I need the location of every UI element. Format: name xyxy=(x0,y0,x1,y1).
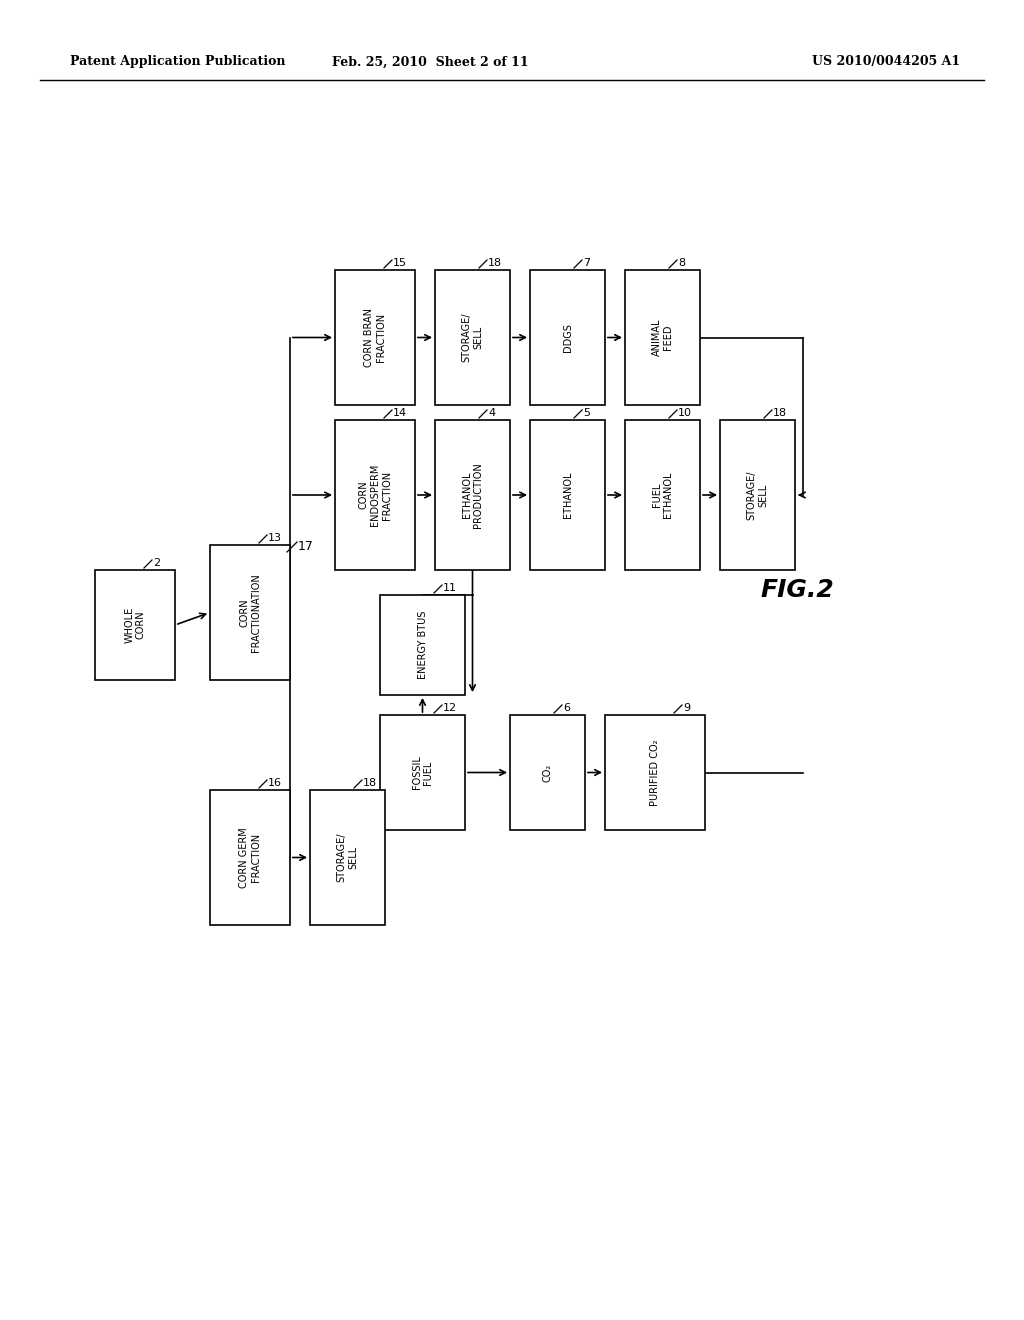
Bar xyxy=(720,420,795,570)
Text: Feb. 25, 2010  Sheet 2 of 11: Feb. 25, 2010 Sheet 2 of 11 xyxy=(332,55,528,69)
Bar xyxy=(380,595,465,696)
Text: 18: 18 xyxy=(773,408,787,418)
Bar xyxy=(510,715,585,830)
Text: ENERGY BTUS: ENERGY BTUS xyxy=(418,611,427,680)
Text: 5: 5 xyxy=(583,408,590,418)
Bar xyxy=(310,789,385,925)
Bar xyxy=(530,420,605,570)
Text: DDGS: DDGS xyxy=(562,323,572,352)
Text: 18: 18 xyxy=(488,257,502,268)
Text: 11: 11 xyxy=(443,583,457,593)
Text: FOSSIL
FUEL: FOSSIL FUEL xyxy=(412,755,433,789)
Bar xyxy=(380,715,465,830)
Text: STORAGE/
SELL: STORAGE/ SELL xyxy=(337,833,358,882)
Text: FUEL
ETHANOL: FUEL ETHANOL xyxy=(651,471,674,519)
Text: ETHANOL
PRODUCTION: ETHANOL PRODUCTION xyxy=(462,462,483,528)
Text: US 2010/0044205 A1: US 2010/0044205 A1 xyxy=(812,55,961,69)
Text: CO₂: CO₂ xyxy=(543,763,553,781)
Bar xyxy=(605,715,705,830)
Text: 13: 13 xyxy=(268,533,282,543)
Text: 2: 2 xyxy=(153,558,160,568)
Bar xyxy=(95,570,175,680)
Text: 4: 4 xyxy=(488,408,496,418)
Text: WHOLE
CORN: WHOLE CORN xyxy=(124,607,145,643)
Text: 17: 17 xyxy=(298,540,314,553)
Bar xyxy=(210,789,290,925)
Text: 12: 12 xyxy=(443,704,457,713)
Text: STORAGE/
SELL: STORAGE/ SELL xyxy=(746,470,768,520)
Text: 16: 16 xyxy=(268,777,282,788)
Text: Patent Application Publication: Patent Application Publication xyxy=(70,55,286,69)
Text: CORN
ENDOSPERM
FRACTION: CORN ENDOSPERM FRACTION xyxy=(358,463,391,527)
Bar xyxy=(435,271,510,405)
Bar xyxy=(210,545,290,680)
Bar xyxy=(435,420,510,570)
Bar xyxy=(335,420,415,570)
Bar xyxy=(530,271,605,405)
Text: 15: 15 xyxy=(393,257,407,268)
Text: CORN GERM
FRACTION: CORN GERM FRACTION xyxy=(240,828,261,888)
Text: 14: 14 xyxy=(393,408,408,418)
Text: STORAGE/
SELL: STORAGE/ SELL xyxy=(462,313,483,362)
Text: CORN BRAN
FRACTION: CORN BRAN FRACTION xyxy=(365,308,386,367)
Text: 9: 9 xyxy=(683,704,690,713)
Text: ETHANOL: ETHANOL xyxy=(562,471,572,519)
Text: 7: 7 xyxy=(583,257,590,268)
Text: 8: 8 xyxy=(678,257,685,268)
Text: FIG.2: FIG.2 xyxy=(760,578,834,602)
Text: 6: 6 xyxy=(563,704,570,713)
Text: 18: 18 xyxy=(362,777,377,788)
Text: 10: 10 xyxy=(678,408,692,418)
Bar xyxy=(335,271,415,405)
Text: ANIMAL
FEED: ANIMAL FEED xyxy=(651,318,674,356)
Bar xyxy=(625,271,700,405)
Text: PURIFIED CO₂: PURIFIED CO₂ xyxy=(650,739,660,805)
Text: CORN
FRACTIONATION: CORN FRACTIONATION xyxy=(240,573,261,652)
Bar xyxy=(625,420,700,570)
